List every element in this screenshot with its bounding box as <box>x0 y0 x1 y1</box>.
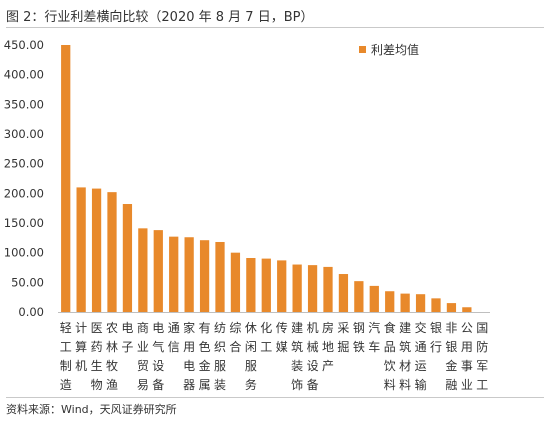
y-axis: 0.00 50.00 100.00 150.00 200.00 250.00 300.00 3… <box>4 38 44 319</box>
bar <box>215 241 225 312</box>
y-tick-label: 350.00 <box>4 97 44 111</box>
bar <box>400 293 410 312</box>
y-tick-label: 200.00 <box>4 186 44 200</box>
y-tick-label: 300.00 <box>4 127 44 141</box>
bar <box>122 204 133 312</box>
bar <box>415 294 426 312</box>
x-tick-label: 食品饮料 <box>384 320 396 392</box>
x-tick-label: 钢铁 <box>353 321 365 354</box>
y-tick-label: 0.00 <box>18 305 44 319</box>
x-tick-label: 机械设备 <box>307 321 319 392</box>
x-tick-label: 汽车 <box>368 320 380 354</box>
bar <box>385 291 395 312</box>
x-tick-label: 电气设备 <box>152 321 164 392</box>
bar <box>246 258 256 312</box>
bar <box>230 252 241 312</box>
title-divider <box>6 27 544 28</box>
bar <box>462 307 472 312</box>
x-tick-label: 有色金属 <box>199 321 211 392</box>
x-tick-label: 化工 <box>260 321 272 354</box>
x-tick-label: 房地产 <box>322 320 334 373</box>
bar <box>307 265 318 312</box>
legend-label: 利差均值 <box>371 42 419 57</box>
x-tick-label: 通信 <box>168 321 180 354</box>
bar <box>91 188 102 312</box>
chart-title: 图 2：行业利差横向比较（2020 年 8 月 7 日，BP） <box>6 10 314 25</box>
bar <box>431 298 441 312</box>
bar <box>169 236 179 312</box>
x-tick-label: 商业贸易 <box>137 320 149 392</box>
bar <box>338 274 349 312</box>
x-tick-label: 轻工制造 <box>60 321 72 392</box>
bar <box>446 303 457 312</box>
x-tick-label: 传媒 <box>276 320 288 354</box>
y-tick-label: 150.00 <box>4 216 44 230</box>
y-tick-label: 450.00 <box>4 38 44 52</box>
x-tick-label: 建筑装饰 <box>291 321 303 392</box>
y-tick-label: 250.00 <box>4 157 44 171</box>
bar <box>76 187 86 312</box>
x-tick-label: 休闲服务 <box>245 321 257 392</box>
x-tick-label: 综合 <box>229 321 241 354</box>
bar <box>369 285 379 312</box>
x-axis: 轻工制造计算机医药生物农林牧渔电子商业贸易电气设备通信家用电器有色金属纺织服装综… <box>60 320 489 392</box>
legend-swatch <box>359 46 366 53</box>
x-tick-label: 纺织服装 <box>214 321 226 392</box>
bar <box>184 237 194 312</box>
x-tick-label: 银行 <box>430 321 442 354</box>
y-tick-label: 50.00 <box>11 275 44 289</box>
x-tick-label: 公用事业 <box>461 321 473 392</box>
x-tick-label: 医药生物 <box>91 321 103 392</box>
source-note: 资料来源：Wind，天风证券研究所 <box>6 403 177 416</box>
bar <box>138 228 148 312</box>
x-tick-label: 非银金融 <box>445 321 457 392</box>
y-tick-label: 100.00 <box>4 246 44 260</box>
x-tick-label: 建筑材料 <box>399 321 411 392</box>
bar <box>292 264 302 312</box>
x-tick-label: 计算机 <box>75 321 87 373</box>
x-tick-label: 电子 <box>121 321 133 354</box>
y-tick-label: 400.00 <box>4 68 44 82</box>
bar <box>153 230 163 312</box>
bar <box>199 240 210 312</box>
source-divider <box>6 397 544 398</box>
x-tick-label: 农林牧渔 <box>106 321 118 392</box>
legend: 利差均值 <box>359 42 419 57</box>
bar <box>261 258 271 312</box>
x-tick-label: 家用电器 <box>183 320 195 392</box>
bar <box>107 192 117 312</box>
bar <box>354 281 364 312</box>
bar <box>277 260 287 312</box>
bar <box>61 45 71 312</box>
bar <box>323 266 333 312</box>
x-tick-label: 国防军工 <box>476 321 488 392</box>
x-tick-label: 采掘 <box>337 321 349 354</box>
bar-series <box>61 45 472 312</box>
x-tick-label: 交通运输 <box>415 320 427 392</box>
